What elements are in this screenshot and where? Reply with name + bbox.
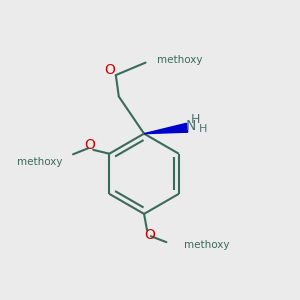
Text: O: O	[145, 228, 155, 242]
Text: methoxy: methoxy	[157, 55, 202, 64]
Text: H: H	[191, 113, 200, 126]
Polygon shape	[144, 123, 188, 134]
Text: O: O	[84, 138, 95, 152]
Text: H: H	[199, 124, 208, 134]
Text: O: O	[104, 63, 115, 77]
Text: methoxy: methoxy	[184, 240, 230, 250]
Text: N: N	[185, 119, 196, 133]
Text: methoxy: methoxy	[17, 157, 63, 167]
